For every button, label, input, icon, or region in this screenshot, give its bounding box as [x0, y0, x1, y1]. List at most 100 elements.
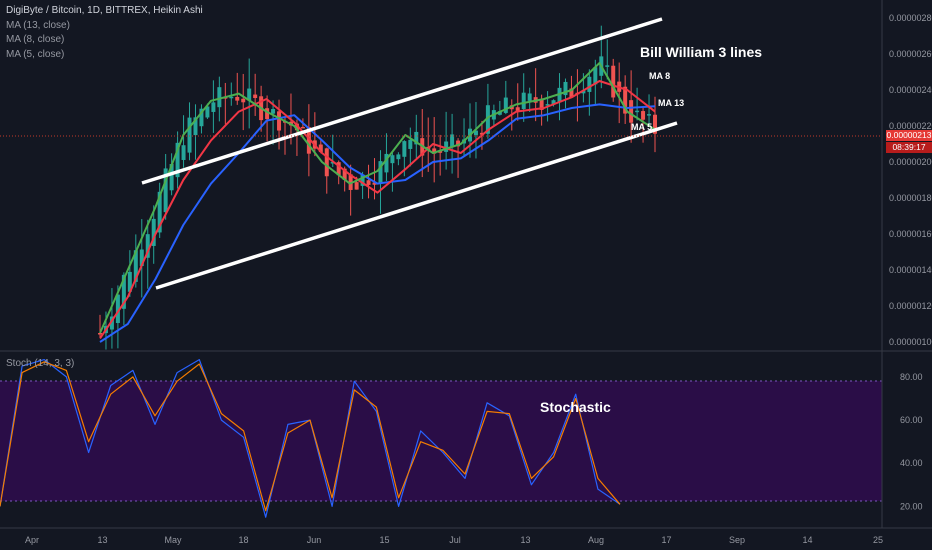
annotation-ma5: MA 5 [631, 122, 652, 132]
time-tick-label: 13 [97, 535, 107, 545]
candle-body [366, 180, 371, 185]
candle-body [521, 92, 526, 110]
candle-body [503, 97, 508, 113]
candle-body [569, 88, 574, 98]
channel-lower-line[interactable] [155, 121, 678, 290]
candle-body [175, 142, 180, 178]
candle-body [253, 94, 258, 99]
time-tick-label: 14 [802, 535, 812, 545]
candle-body [217, 87, 222, 108]
current-price-tag: 0.00000213 [886, 130, 932, 141]
candle-body [151, 218, 156, 246]
candle-body [163, 168, 168, 213]
candle-body [372, 182, 377, 185]
candle-body [294, 123, 299, 131]
candle-body [641, 111, 646, 120]
stochastic-lines [0, 359, 621, 518]
candle-body [450, 134, 455, 147]
candle-body [211, 102, 216, 112]
annotation-ma8: MA 8 [649, 71, 670, 81]
stoch-line-1 [0, 361, 621, 512]
channel-upper-line[interactable] [141, 17, 663, 185]
candle-body [247, 88, 252, 101]
stoch-tick-label: 80.00 [900, 372, 923, 382]
candle-body [390, 155, 395, 164]
candlestick-series [98, 25, 657, 350]
time-tick-label: 13 [520, 535, 530, 545]
symbol-title[interactable]: DigiByte / Bitcoin, 1D, BITTREX, Heikin … [6, 5, 203, 16]
time-tick-label: 18 [238, 535, 248, 545]
candle-body [193, 117, 198, 136]
time-tick-label: Sep [729, 535, 745, 545]
candle-body [438, 151, 443, 153]
candle-body [497, 111, 502, 115]
candle-body [336, 162, 341, 176]
price-tick-label: 0.00000180 [889, 193, 932, 203]
candle-body [473, 130, 478, 136]
price-tick-label: 0.00000260 [889, 49, 932, 59]
stoch-legend[interactable]: Stoch (14, 3, 3) [6, 358, 75, 369]
annotation-bill-william: Bill William 3 lines [640, 44, 762, 60]
candle-body [169, 164, 174, 191]
candle-body [121, 274, 126, 309]
stoch-band [0, 381, 882, 501]
candle-body [271, 109, 276, 114]
time-tick-label: 15 [379, 535, 389, 545]
candle-body [127, 271, 132, 292]
candle-body [98, 333, 102, 335]
ma-line-0 [99, 103, 656, 343]
candle-body [265, 108, 270, 120]
candle-body [133, 250, 138, 282]
candle-body [635, 110, 640, 113]
candle-body [629, 100, 634, 123]
candle-body [324, 148, 329, 177]
candle-body [647, 114, 652, 116]
candle-body [414, 131, 419, 145]
candle-body [139, 249, 144, 267]
candle-body [318, 144, 323, 153]
time-tick-label: May [164, 535, 182, 545]
candle-body [187, 117, 192, 153]
candle-body [515, 107, 520, 111]
candle-body [378, 161, 383, 184]
candle-body [408, 139, 413, 149]
candle-body [384, 153, 389, 173]
legend-ma13[interactable]: MA (13, close) [6, 19, 70, 31]
annotation-ma13: MA 13 [658, 98, 684, 108]
candle-body [432, 148, 437, 154]
candle-body [545, 104, 550, 106]
legend-ma8[interactable]: MA (8, close) [6, 34, 65, 45]
candle-body [581, 90, 586, 94]
candle-body [360, 174, 365, 186]
countdown-timer: 08:39:17 [886, 142, 932, 153]
stoch-tick-label: 60.00 [900, 415, 923, 425]
stoch-tick-label: 40.00 [900, 458, 923, 468]
candle-body [145, 234, 150, 258]
price-tick-label: 0.00000200 [889, 157, 932, 167]
candle-body [109, 316, 114, 330]
candle-body [539, 99, 544, 110]
candle-body [342, 168, 347, 180]
candle-body [199, 108, 204, 127]
annotation-stochastic: Stochastic [540, 399, 611, 415]
candle-body [181, 145, 186, 160]
candle-body [306, 127, 311, 154]
candle-body [330, 162, 335, 164]
candle-body [157, 191, 162, 233]
candle-body [623, 86, 628, 114]
candle-body [277, 111, 282, 131]
candle-body [485, 105, 490, 134]
stoch-axis-ticks: 20.00 40.00 60.00 80.00 [900, 372, 923, 512]
candle-body [557, 87, 562, 103]
price-tick-label: 0.00000220 [889, 121, 932, 131]
time-axis-ticks: Apr 13 May 18 Jun 15 Jul 13 Aug 17 Sep 14 25 [25, 535, 883, 545]
candle-body [354, 182, 359, 190]
price-tick-label: 0.00000240 [889, 85, 932, 95]
price-axis-ticks: 0.00000100 0.00000120 0.00000140 0.00000160… [889, 13, 932, 347]
candle-body [115, 294, 120, 324]
legend-ma5[interactable]: MA (5, close) [6, 48, 65, 60]
candle-body [527, 93, 532, 101]
time-tick-label: Aug [588, 535, 604, 545]
candle-body [653, 114, 657, 134]
